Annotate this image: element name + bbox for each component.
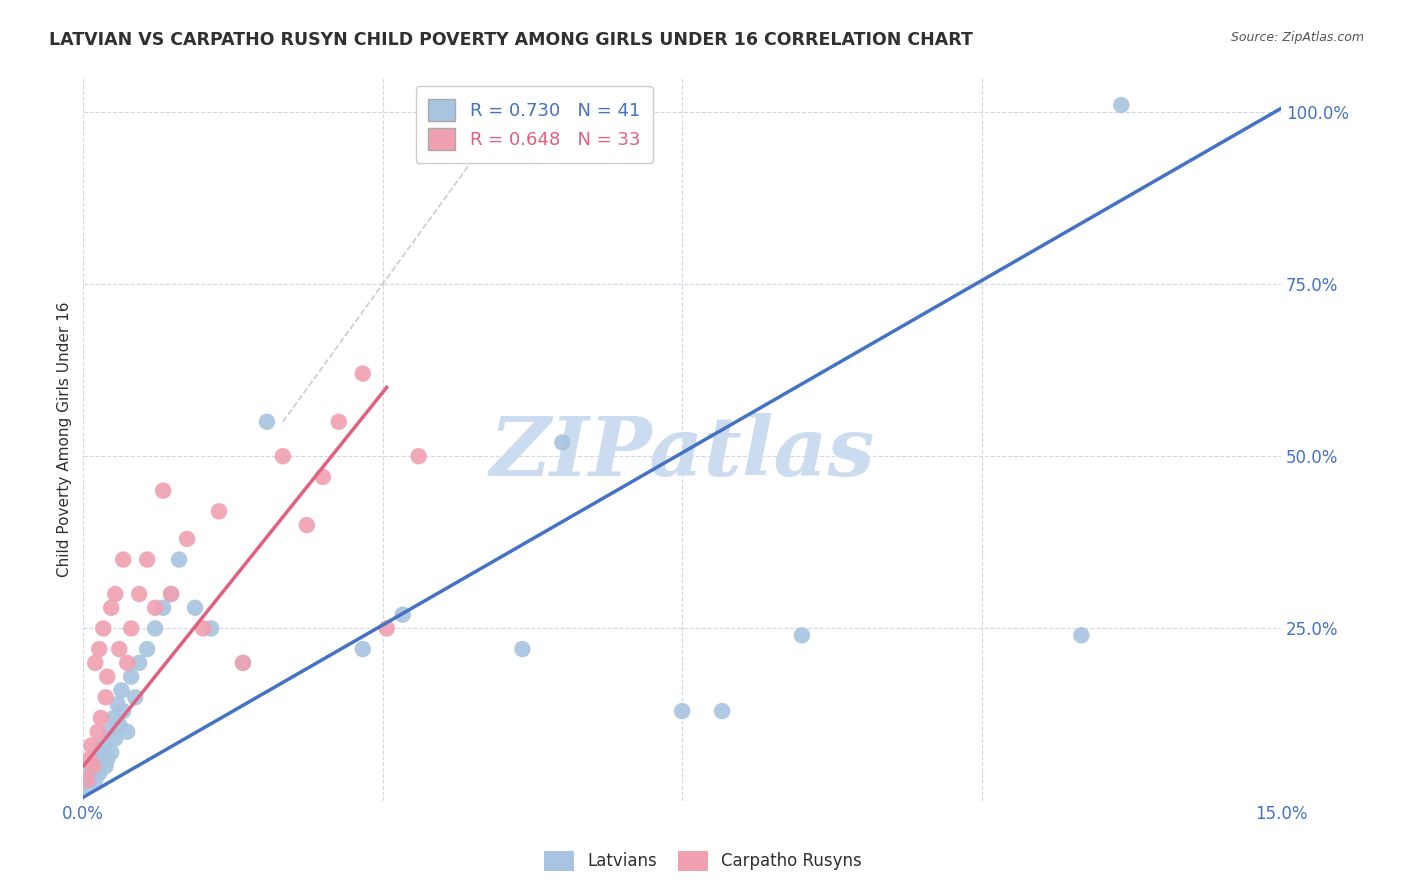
Point	[79, 752, 101, 766]
Point	[191, 622, 214, 636]
Point	[112, 552, 135, 566]
Point	[200, 622, 222, 636]
Point	[160, 587, 183, 601]
Text: ZIPatlas: ZIPatlas	[489, 414, 875, 493]
Point	[110, 683, 132, 698]
Point	[82, 759, 104, 773]
Point	[136, 552, 159, 566]
Point	[96, 670, 118, 684]
Point	[98, 724, 121, 739]
Point	[80, 766, 103, 780]
Point	[551, 435, 574, 450]
Point	[208, 504, 231, 518]
Point	[352, 642, 374, 657]
Point	[160, 587, 183, 601]
Point	[711, 704, 734, 718]
Point	[82, 759, 104, 773]
Point	[295, 518, 318, 533]
Point	[108, 642, 131, 657]
Point	[152, 600, 174, 615]
Point	[112, 704, 135, 718]
Point	[176, 532, 198, 546]
Point	[391, 607, 413, 622]
Point	[136, 642, 159, 657]
Point	[115, 656, 138, 670]
Point	[184, 600, 207, 615]
Point	[104, 731, 127, 746]
Y-axis label: Child Poverty Among Girls Under 16: Child Poverty Among Girls Under 16	[58, 301, 72, 577]
Point	[512, 642, 534, 657]
Point	[86, 724, 108, 739]
Point	[84, 772, 107, 787]
Point	[375, 622, 398, 636]
Point	[167, 552, 190, 566]
Point	[120, 622, 142, 636]
Point	[256, 415, 278, 429]
Point	[100, 600, 122, 615]
Point	[90, 711, 112, 725]
Point	[143, 600, 166, 615]
Point	[128, 587, 150, 601]
Point	[80, 739, 103, 753]
Point	[271, 449, 294, 463]
Point	[79, 772, 101, 787]
Point	[128, 656, 150, 670]
Point	[107, 697, 129, 711]
Point	[100, 746, 122, 760]
Point	[1109, 98, 1132, 112]
Point	[790, 628, 813, 642]
Point	[91, 739, 114, 753]
Point	[671, 704, 693, 718]
Point	[108, 718, 131, 732]
Point	[232, 656, 254, 670]
Text: LATVIAN VS CARPATHO RUSYN CHILD POVERTY AMONG GIRLS UNDER 16 CORRELATION CHART: LATVIAN VS CARPATHO RUSYN CHILD POVERTY …	[49, 31, 973, 49]
Point	[103, 711, 125, 725]
Point	[232, 656, 254, 670]
Point	[408, 449, 430, 463]
Point	[120, 670, 142, 684]
Point	[89, 766, 111, 780]
Point	[96, 752, 118, 766]
Point	[89, 642, 111, 657]
Point	[328, 415, 350, 429]
Legend: Latvians, Carpatho Rusyns: Latvians, Carpatho Rusyns	[536, 842, 870, 880]
Point	[94, 690, 117, 705]
Point	[90, 746, 112, 760]
Point	[76, 780, 98, 794]
Point	[76, 772, 98, 787]
Point	[104, 587, 127, 601]
Point	[352, 367, 374, 381]
Point	[115, 724, 138, 739]
Text: Source: ZipAtlas.com: Source: ZipAtlas.com	[1230, 31, 1364, 45]
Point	[86, 752, 108, 766]
Legend: R = 0.730   N = 41, R = 0.648   N = 33: R = 0.730 N = 41, R = 0.648 N = 33	[416, 87, 652, 163]
Point	[1070, 628, 1092, 642]
Point	[312, 470, 335, 484]
Point	[91, 622, 114, 636]
Point	[152, 483, 174, 498]
Point	[124, 690, 146, 705]
Point	[84, 656, 107, 670]
Point	[143, 622, 166, 636]
Point	[94, 759, 117, 773]
